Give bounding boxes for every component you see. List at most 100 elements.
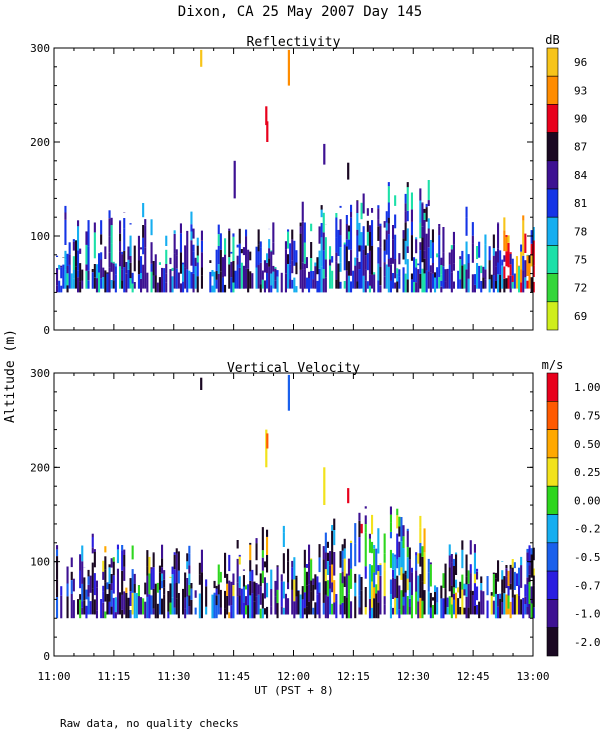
data-cell [377, 263, 380, 281]
colorbar-unit: m/s [542, 358, 564, 372]
data-cell [389, 594, 392, 606]
data-cell [249, 271, 252, 289]
data-cell [324, 594, 327, 619]
data-cell [93, 232, 96, 259]
colorbar-swatch [546, 485, 559, 515]
data-cell [387, 202, 390, 218]
data-cell [448, 555, 451, 568]
data-cell [140, 247, 143, 250]
data-cell [507, 595, 510, 609]
data-cell [100, 220, 103, 235]
data-cell [303, 592, 306, 608]
colorbar-label: 0.25 [574, 466, 600, 479]
data-cell [299, 594, 302, 619]
data-cell [121, 280, 124, 289]
data-cell [488, 279, 491, 293]
data-cell [123, 555, 126, 567]
data-cell [530, 243, 533, 256]
data-cell [167, 591, 170, 612]
data-cell [492, 255, 495, 275]
data-cell [377, 208, 380, 220]
data-cell [265, 106, 268, 126]
data-cell [238, 267, 241, 289]
data-cell [341, 559, 344, 572]
data-cell [402, 267, 405, 293]
data-cell [427, 271, 430, 289]
data-cell [398, 585, 401, 610]
data-cell [410, 572, 413, 596]
data-cell [509, 583, 512, 590]
data-cell [74, 240, 77, 267]
data-cell [261, 270, 264, 280]
data-cell [322, 212, 325, 233]
data-cell [249, 595, 252, 619]
data-cell [526, 548, 529, 553]
data-cell [127, 269, 130, 289]
data-cell [295, 250, 298, 263]
data-cell [318, 557, 321, 573]
data-cell [316, 280, 319, 293]
data-cell [368, 232, 371, 251]
data-cell [455, 592, 458, 619]
data-cell [270, 250, 273, 252]
data-cell [383, 562, 386, 571]
data-cell [280, 606, 283, 615]
data-cell [482, 266, 485, 278]
data-cell [163, 587, 166, 595]
data-cell [106, 582, 109, 590]
data-cell [226, 583, 229, 596]
data-cell [77, 270, 80, 278]
data-cell [56, 545, 59, 550]
data-cell [402, 525, 405, 537]
data-cell [358, 520, 361, 538]
data-cell [440, 585, 443, 599]
data-cell [394, 597, 397, 615]
x-tick-label: 11:45 [217, 670, 250, 683]
data-cell [473, 544, 476, 553]
data-cell [396, 508, 399, 516]
data-cell [423, 559, 426, 584]
data-cell [255, 246, 258, 268]
data-cell [310, 258, 313, 271]
data-cell [116, 549, 119, 564]
data-cell [404, 222, 407, 241]
data-cell [530, 586, 533, 604]
colorbar-label: 0.50 [574, 438, 600, 451]
data-cell [431, 263, 434, 274]
data-cell [532, 585, 535, 608]
data-cell [154, 254, 157, 266]
data-cell [232, 260, 235, 283]
data-cell [425, 207, 428, 222]
data-cell [408, 607, 411, 615]
data-cell [224, 254, 227, 277]
data-cell [68, 264, 71, 289]
data-cell [314, 262, 317, 267]
data-cell [423, 552, 426, 560]
data-cell [228, 612, 231, 619]
data-cell [377, 602, 380, 619]
data-cell [505, 235, 508, 237]
colorbar-label: 87 [574, 141, 587, 154]
data-cell [398, 276, 401, 289]
data-cell [303, 263, 306, 270]
data-cell [371, 220, 374, 246]
data-cell [467, 570, 470, 584]
data-cell [125, 262, 128, 274]
data-cell [337, 229, 340, 256]
data-cell [383, 239, 386, 251]
data-cell [266, 273, 269, 289]
data-cell [77, 277, 80, 293]
data-cell [450, 585, 453, 598]
data-cell [463, 589, 466, 596]
colorbar-label: 72 [574, 282, 587, 295]
data-cell [450, 597, 453, 605]
data-cell [299, 226, 302, 234]
data-cell [421, 203, 424, 227]
data-cell [421, 557, 424, 582]
data-cell [66, 566, 69, 584]
data-cell [421, 268, 424, 293]
data-cell [528, 255, 531, 264]
data-cell [129, 262, 132, 279]
data-cell [471, 222, 474, 236]
data-cell [268, 239, 271, 249]
